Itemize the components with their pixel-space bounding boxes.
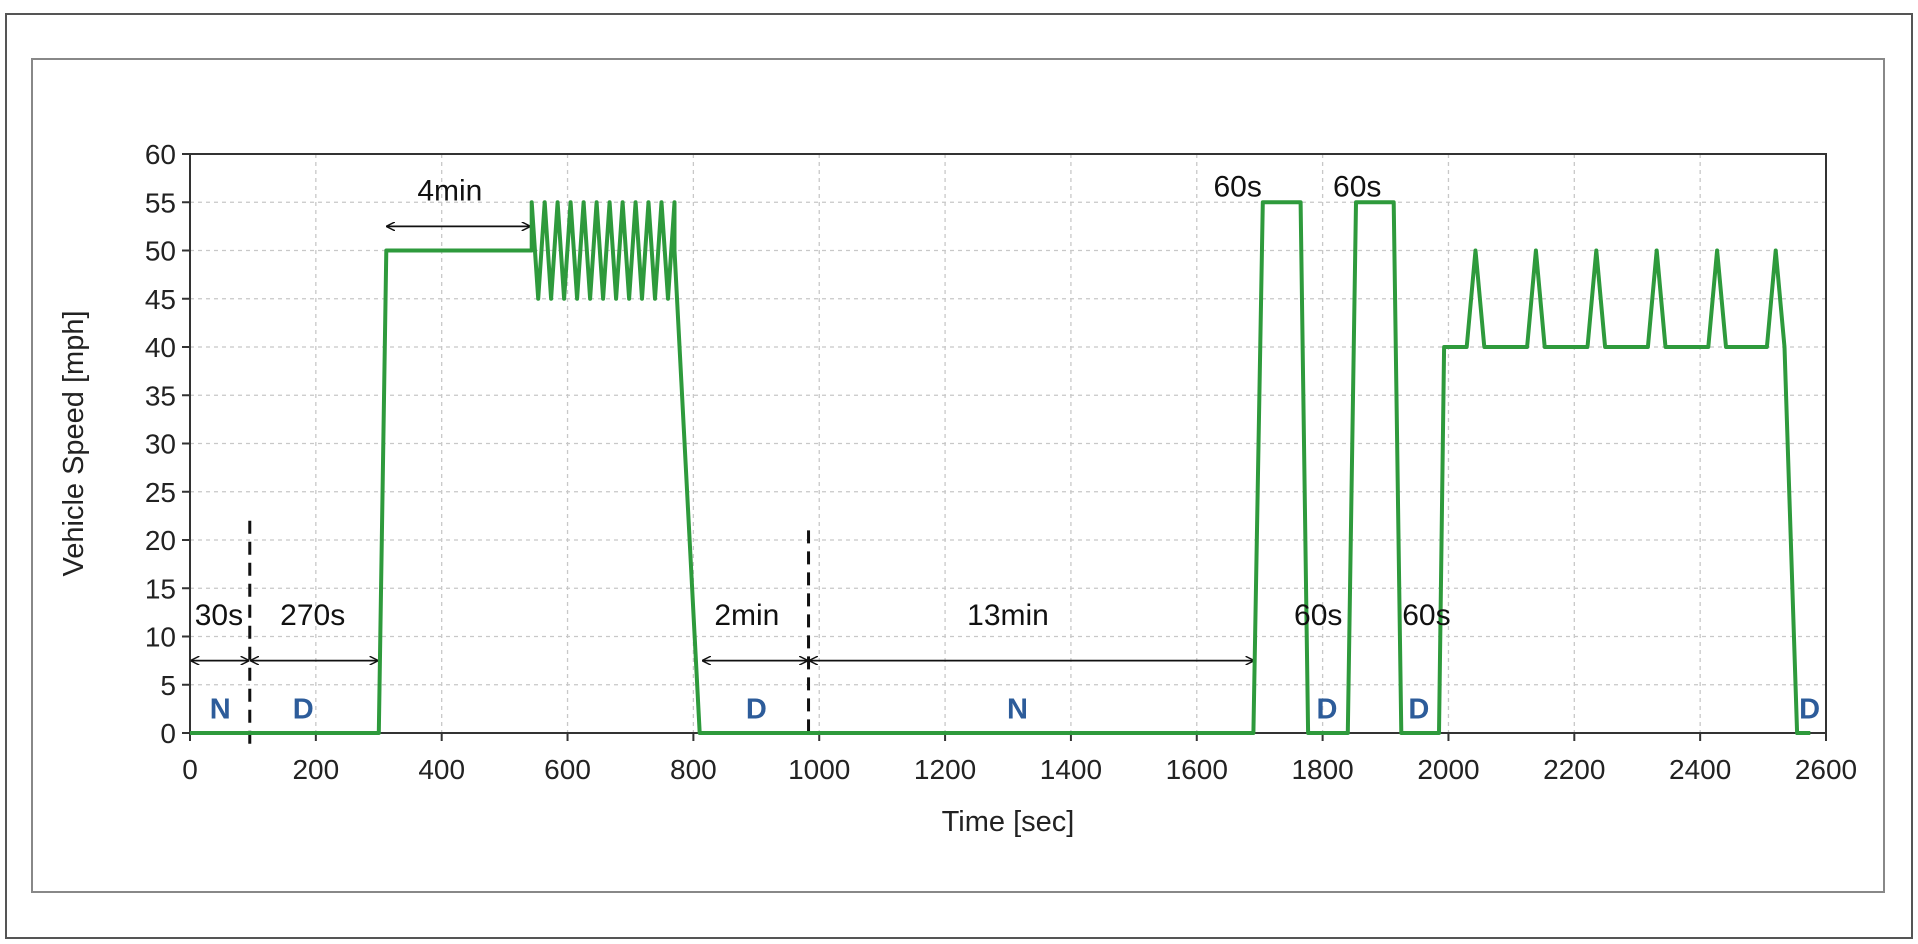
x-tick-label: 800 xyxy=(670,754,717,785)
x-tick-label: 1200 xyxy=(914,754,976,785)
y-tick-label: 0 xyxy=(160,718,176,749)
x-tick-label: 400 xyxy=(418,754,465,785)
x-tick-label: 2200 xyxy=(1543,754,1605,785)
duration-label: 13min xyxy=(967,599,1049,632)
y-axis: 0 5 10 15 20 25 30 35 40 45 50 55 60 xyxy=(145,139,190,749)
inner-frame xyxy=(31,58,1885,893)
gear-mode-label: D xyxy=(1799,694,1820,726)
y-tick-label: 20 xyxy=(145,525,176,556)
x-tick-label: 2000 xyxy=(1417,754,1479,785)
gear-mode-label: D xyxy=(1408,694,1429,726)
duration-annotations: 30s 270s 2min 13min 4min 60s 60s 60s 60s xyxy=(195,170,1451,631)
phase-markers xyxy=(248,520,811,748)
x-tick-label: 200 xyxy=(292,754,339,785)
y-tick-label: 50 xyxy=(145,236,176,267)
duration-label: 4min xyxy=(417,174,482,207)
speed-series xyxy=(190,200,1811,735)
duration-label: 60s xyxy=(1294,599,1342,632)
x-tick-label: 600 xyxy=(544,754,591,785)
duration-label: 60s xyxy=(1333,170,1381,203)
gear-mode-label: D xyxy=(1317,694,1338,726)
y-tick-label: 15 xyxy=(145,573,176,604)
x-axis-title: Time [sec] xyxy=(942,806,1075,838)
y-tick-label: 25 xyxy=(145,477,176,508)
x-tick-label: 1600 xyxy=(1166,754,1228,785)
x-tick-label: 1400 xyxy=(1040,754,1102,785)
y-tick-label: 5 xyxy=(160,670,176,701)
x-tick-label: 1000 xyxy=(788,754,850,785)
x-tick-label: 0 xyxy=(182,754,198,785)
duration-label: 30s xyxy=(195,599,243,632)
y-tick-label: 30 xyxy=(145,429,176,460)
gear-mode-label: D xyxy=(293,694,314,726)
duration-arrows xyxy=(191,226,1253,660)
gear-mode-label: N xyxy=(1007,694,1028,726)
x-axis: 0 200 400 600 800 1000 1200 1400 1600 1800 2000 220… xyxy=(182,733,1857,785)
y-tick-label: 60 xyxy=(145,139,176,170)
duration-label: 2min xyxy=(714,599,779,632)
duration-label: 60s xyxy=(1213,170,1261,203)
duration-label: 270s xyxy=(280,599,345,632)
y-axis-title: Vehicle Speed [mph] xyxy=(58,310,90,576)
y-tick-label: 40 xyxy=(145,332,176,363)
y-tick-label: 55 xyxy=(145,187,176,218)
duration-label: 60s xyxy=(1402,599,1450,632)
gear-mode-label: D xyxy=(746,694,767,726)
x-tick-label: 2600 xyxy=(1795,754,1857,785)
x-tick-label: 2400 xyxy=(1669,754,1731,785)
y-tick-label: 35 xyxy=(145,380,176,411)
gear-mode-label: N xyxy=(210,694,231,726)
y-tick-label: 10 xyxy=(145,622,176,653)
speed-line xyxy=(190,200,1811,735)
x-tick-label: 1800 xyxy=(1291,754,1353,785)
y-tick-label: 45 xyxy=(145,284,176,315)
